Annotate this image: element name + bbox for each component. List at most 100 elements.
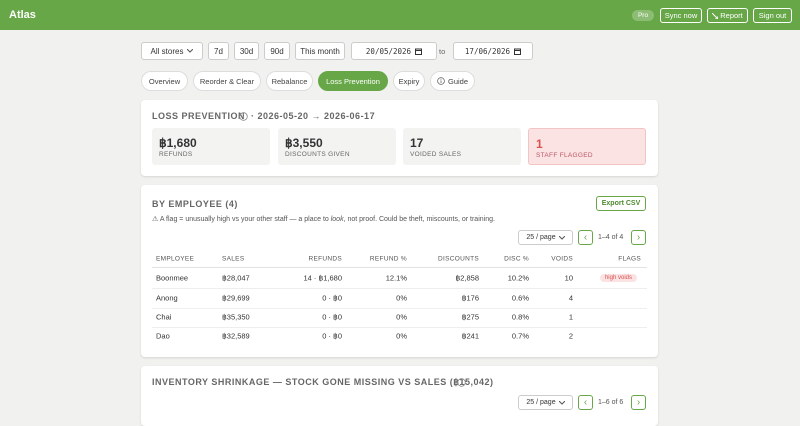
row-rule	[152, 308, 647, 309]
plan-badge: Pro	[632, 10, 654, 21]
table-cell: 0%	[396, 312, 407, 322]
chevron	[558, 400, 565, 405]
header: Atlas Pro Sync now Report Sign out	[0, 0, 800, 30]
page-size[interactable]: 25 / page	[518, 395, 573, 410]
section-title: INVENTORY SHRINKAGE — STOCK GONE MISSING…	[152, 377, 494, 387]
store-value: All stores	[150, 46, 184, 56]
column-header: EMPLOYEE	[156, 255, 195, 263]
tab[interactable]: Expiry	[393, 71, 425, 91]
tab-label: Guide	[447, 76, 468, 86]
table-cell: 0 · ฿0	[322, 312, 342, 322]
column-header: VOIDS	[551, 255, 573, 263]
range-button[interactable]: 90d	[264, 42, 290, 60]
table-cell: 0.7%	[511, 331, 529, 341]
table-cell: 12.1%	[385, 273, 407, 283]
sync-button[interactable]: Sync now	[660, 8, 702, 23]
table-cell: ฿176	[461, 293, 479, 303]
next-button[interactable]: ›	[631, 395, 646, 410]
table-cell: 2	[568, 331, 573, 341]
column-header: REFUNDS	[308, 255, 342, 263]
table-cell: ฿28,047	[222, 273, 250, 283]
column-header: SALES	[222, 255, 245, 263]
column-header: FLAGS	[618, 255, 641, 263]
page-range: 1–4 of 4	[598, 234, 624, 241]
prev-button[interactable]: ‹	[578, 395, 593, 410]
row-rule	[152, 327, 647, 328]
range-button[interactable]: 7d	[208, 42, 229, 60]
stat: ฿1,680 REFUNDS	[152, 128, 270, 165]
note-text: ⚠ A flag = unusually high vs your other …	[152, 216, 331, 223]
to-date[interactable]: 17/06/2026	[453, 42, 533, 60]
calendar-icon	[514, 48, 522, 55]
calendar-icon	[415, 48, 423, 55]
employee-card: BY EMPLOYEE (4) Export CSV ⚠ A flag = un…	[141, 185, 658, 357]
table-cell: Dao	[156, 331, 170, 341]
table-cell: 0%	[396, 293, 407, 303]
from-date[interactable]: 20/05/2026	[351, 42, 437, 60]
tab[interactable]: Guide	[430, 71, 475, 91]
stat-value: 1	[536, 137, 543, 151]
table-cell: ฿275	[461, 312, 479, 322]
employee-table: EMPLOYEE SALES REFUNDS REFUND % DISCOUNTS DIS…	[141, 185, 658, 357]
table-cell: 0 · ฿0	[322, 293, 342, 303]
stat-value: ฿1,680	[159, 136, 197, 150]
tab-active[interactable]: Loss Prevention	[318, 71, 388, 91]
table-cell: Anong	[156, 293, 178, 303]
page-size-value: 25 / page	[526, 399, 556, 406]
stat: ฿3,550 DISCOUNTS GIVEN	[278, 128, 396, 165]
table-cell: ฿32,589	[222, 331, 250, 341]
period: · 2026-05-20 → 2026-06-17	[251, 111, 376, 121]
section-title: BY EMPLOYEE (4)	[152, 199, 238, 209]
export-button[interactable]: Export CSV	[596, 196, 646, 211]
signout-button[interactable]: Sign out	[753, 8, 792, 23]
stat-alert: 1 STAFF FLAGGED	[528, 128, 646, 165]
table-cell: 0.6%	[511, 293, 529, 303]
table-cell: 0 · ฿0	[322, 331, 342, 341]
table-cell: ฿2,858	[455, 273, 479, 283]
tab[interactable]: Overview	[141, 71, 188, 91]
report-button[interactable]: Report	[707, 8, 748, 23]
table-cell: Chai	[156, 312, 172, 322]
stat: 17 VOIDED SALES	[403, 128, 521, 165]
stat-label: VOIDED SALES	[410, 151, 462, 158]
range-button[interactable]: 30d	[234, 42, 259, 60]
table-cell: ฿241	[461, 331, 479, 341]
tab[interactable]: Reorder & Clear	[193, 71, 261, 91]
to-value: 17/06/2026	[464, 46, 511, 56]
table-cell: 10	[564, 273, 573, 283]
range-button[interactable]: This month	[295, 42, 345, 60]
note-text: , not proof. Could be theft, miscounts, …	[343, 216, 495, 223]
stat-value: 17	[410, 136, 424, 150]
column-header: DISC %	[504, 255, 529, 263]
table-cell: 14 · ฿1,680	[303, 273, 342, 283]
table-cell: 10.2%	[507, 273, 529, 283]
from-value: 20/05/2026	[365, 46, 412, 56]
report-icon	[712, 12, 719, 19]
report-label: Report	[720, 11, 743, 20]
table-cell: 0.8%	[511, 312, 529, 322]
store-select[interactable]: All stores	[141, 42, 203, 60]
note: ⚠ A flag = unusually high vs your other …	[152, 215, 495, 223]
app-title: Atlas	[9, 9, 36, 21]
next-button[interactable]: ›	[631, 230, 646, 245]
shrinkage-card: INVENTORY SHRINKAGE — STOCK GONE MISSING…	[141, 366, 658, 426]
info-icon	[239, 112, 248, 121]
chevron	[558, 235, 565, 240]
table-cell: Boonmee	[156, 273, 189, 283]
stat-label: REFUNDS	[159, 151, 193, 158]
stat-label: DISCOUNTS GIVEN	[285, 151, 350, 158]
header-rule	[152, 267, 647, 268]
page-size[interactable]: 25 / page	[518, 230, 573, 245]
page-size-value: 25 / page	[526, 234, 556, 241]
table-cell: ฿35,350	[222, 312, 250, 322]
column-header: DISCOUNTS	[438, 255, 479, 263]
table-cell: 1	[568, 312, 573, 322]
prev-button[interactable]: ‹	[578, 230, 593, 245]
note-emphasis: look	[330, 216, 344, 223]
table-cell: 0%	[396, 331, 407, 341]
stat-label: STAFF FLAGGED	[536, 152, 593, 159]
tab[interactable]: Rebalance	[266, 71, 313, 91]
info-icon	[437, 77, 445, 85]
table-cell: 4	[568, 293, 573, 303]
